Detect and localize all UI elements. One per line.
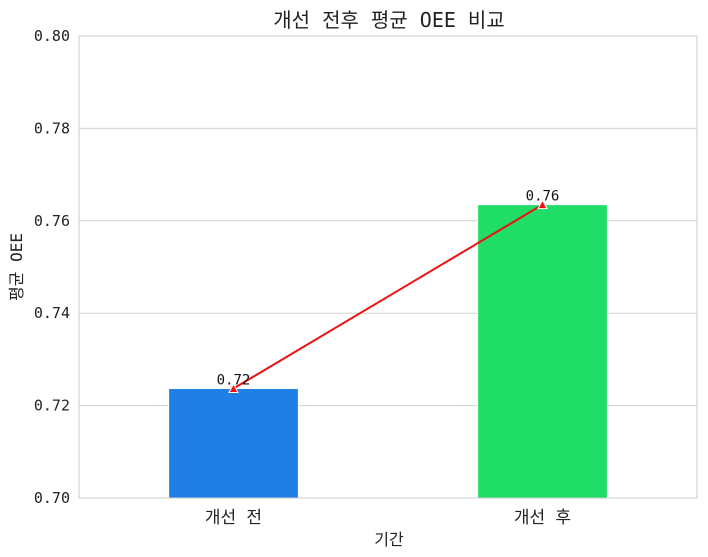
y-tick-labels: 0.70 0.72 0.74 0.76 0.78 0.80 xyxy=(34,27,70,507)
bar xyxy=(477,204,608,499)
y-axis-label: 평균 OEE xyxy=(7,233,26,301)
data-label: 0.72 xyxy=(217,373,251,389)
y-tick-label: 0.74 xyxy=(34,304,70,322)
x-tick-label: 개선 전 xyxy=(205,508,262,528)
trend-marker xyxy=(228,382,239,394)
y-tick-label: 0.76 xyxy=(34,212,70,230)
y-tick-label: 0.70 xyxy=(34,489,70,507)
x-tick-labels: 개선 전 개선 후 xyxy=(205,508,571,528)
plot-frame xyxy=(78,35,698,499)
data-label: 0.76 xyxy=(526,189,560,205)
bar xyxy=(168,388,299,499)
y-tick-label: 0.78 xyxy=(34,119,70,137)
trend-line xyxy=(228,199,548,394)
trend-marker xyxy=(537,199,548,210)
plot-border xyxy=(78,35,698,499)
trend-line-path xyxy=(232,203,544,390)
chart-title: 개선 전후 평균 OEE 비교 xyxy=(273,8,505,32)
x-tick-label: 개선 후 xyxy=(514,508,571,528)
y-tick-label: 0.80 xyxy=(34,27,70,45)
y-tick-label: 0.72 xyxy=(34,397,70,415)
x-axis-label: 기간 xyxy=(374,530,404,549)
bars xyxy=(168,204,608,499)
data-labels: 0.72 0.76 xyxy=(217,189,560,389)
